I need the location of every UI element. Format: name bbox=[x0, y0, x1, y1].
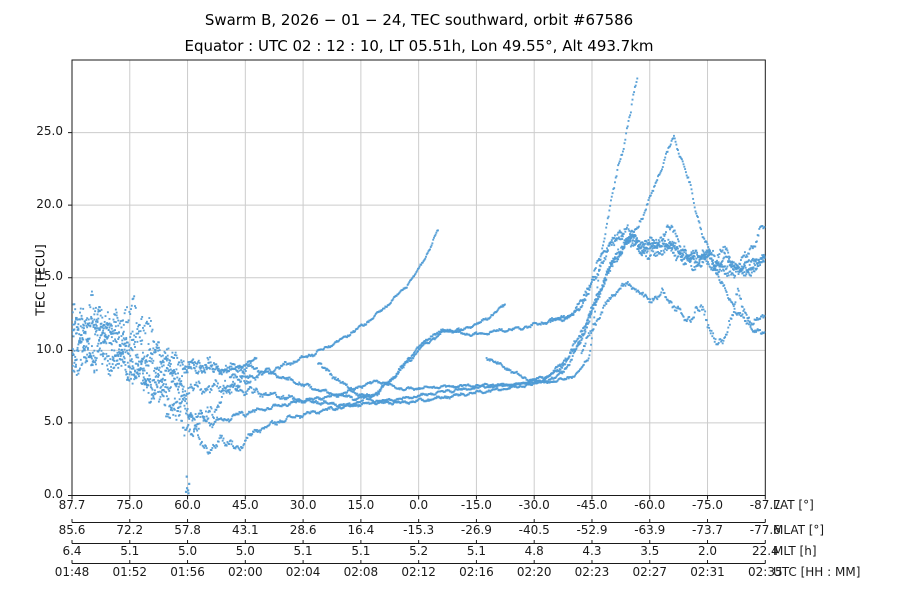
x-tick-label: 02:12 bbox=[401, 564, 436, 579]
x-tick-label: 02:35 bbox=[748, 564, 783, 579]
x-tick-label: 72.2 bbox=[116, 522, 144, 537]
x-tick-label: 43.1 bbox=[231, 522, 259, 537]
x-tick-label: 02:31 bbox=[690, 564, 725, 579]
x-tick-label: -60.0 bbox=[634, 497, 666, 512]
y-tick-label: 10.0 bbox=[36, 341, 63, 356]
chart-title: Swarm B, 2026 − 01 − 24, TEC southward, … bbox=[204, 11, 634, 29]
x-tick-label: 22.4 bbox=[751, 543, 779, 558]
x-tick-label: 01:48 bbox=[54, 564, 90, 579]
y-tick-label: 20.0 bbox=[36, 196, 63, 211]
y-tick-label: 15.0 bbox=[36, 269, 63, 284]
x-tick-label: 75.0 bbox=[116, 497, 144, 512]
x-tick-label: 2.0 bbox=[697, 543, 718, 558]
x-tick-label: -63.9 bbox=[634, 522, 666, 537]
x-tick-label: 02:08 bbox=[343, 564, 379, 579]
x-tick-label: -73.7 bbox=[691, 522, 724, 537]
x-tick-label: -40.5 bbox=[518, 522, 550, 537]
x-tick-label: 16.4 bbox=[347, 522, 375, 537]
y-tick-label: 5.0 bbox=[43, 414, 63, 429]
x-tick-label: 60.0 bbox=[174, 497, 201, 512]
x-tick-label: 45.0 bbox=[231, 497, 259, 512]
x-tick-label: 5.2 bbox=[409, 543, 429, 558]
x-tick-label: -26.9 bbox=[460, 522, 492, 537]
y-tick-label: 25.0 bbox=[36, 124, 63, 139]
x-tick-label: -15.0 bbox=[460, 497, 492, 512]
x-tick-label: 02:20 bbox=[516, 564, 552, 579]
x-tick-label: 28.6 bbox=[289, 522, 317, 537]
x-tick-label: 30.0 bbox=[289, 497, 317, 512]
x-tick-label: -77.6 bbox=[749, 522, 781, 537]
x-tick-label: -75.0 bbox=[691, 497, 724, 512]
x-tick-label: 01:56 bbox=[170, 564, 205, 579]
x-axis-unit-label: MLT [h] bbox=[773, 543, 817, 558]
x-tick-label: -30.0 bbox=[518, 497, 550, 512]
x-axis-unit-label: UTC [HH : MM] bbox=[773, 564, 861, 579]
x-tick-label: -45.0 bbox=[576, 497, 608, 512]
x-tick-label: -87.7 bbox=[749, 497, 781, 512]
x-tick-label: 5.0 bbox=[235, 543, 255, 558]
x-tick-label: -52.9 bbox=[576, 522, 608, 537]
x-tick-label: 02:27 bbox=[632, 564, 668, 579]
x-tick-label: 5.1 bbox=[120, 543, 140, 558]
x-tick-label: 87.7 bbox=[58, 497, 86, 512]
x-tick-label: 3.5 bbox=[640, 543, 660, 558]
x-tick-label: 0.0 bbox=[409, 497, 429, 512]
y-tick-label: 0.0 bbox=[43, 487, 63, 501]
x-tick-label: 6.4 bbox=[62, 543, 82, 558]
x-tick-label: 02:16 bbox=[459, 564, 494, 579]
x-tick-label: 02:00 bbox=[228, 564, 263, 579]
x-tick-label: 57.8 bbox=[174, 522, 201, 537]
x-tick-label: 02:23 bbox=[574, 564, 610, 579]
x-tick-label: 4.3 bbox=[582, 543, 602, 558]
x-tick-label: 01:52 bbox=[112, 564, 148, 579]
x-tick-label: 5.1 bbox=[466, 543, 486, 558]
x-tick-label: 4.8 bbox=[524, 543, 544, 558]
x-tick-label: 5.1 bbox=[351, 543, 371, 558]
x-tick-label: 5.1 bbox=[293, 543, 313, 558]
x-tick-label: 02:04 bbox=[285, 564, 321, 579]
chart-subtitle: Equator : UTC 02 : 12 : 10, LT 05.51h, L… bbox=[184, 37, 654, 55]
x-tick-label: 15.0 bbox=[347, 497, 375, 512]
x-tick-label: -15.3 bbox=[403, 522, 435, 537]
x-axis-unit-label: MLAT [°] bbox=[773, 522, 825, 537]
x-axis-unit-label: LAT [°] bbox=[773, 497, 814, 512]
x-tick-label: 5.0 bbox=[178, 543, 198, 558]
x-tick-label: 85.6 bbox=[58, 522, 86, 537]
